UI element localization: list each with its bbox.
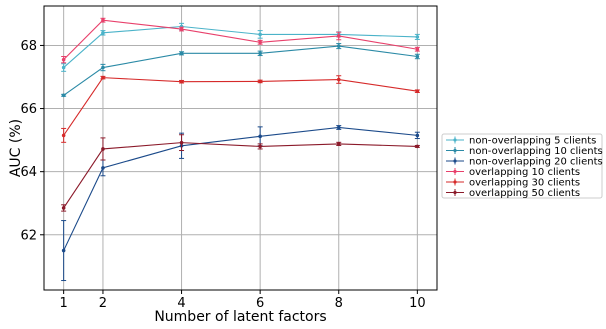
- legend-label: overlapping 50 clients: [469, 188, 580, 199]
- x-tick-label: 1: [60, 296, 68, 311]
- data-point: [415, 47, 420, 52]
- data-point: [61, 57, 66, 62]
- x-axis-label: Number of latent factors: [154, 309, 326, 325]
- series-3: [61, 125, 420, 282]
- data-point: [336, 142, 341, 146]
- data-point: [258, 51, 262, 56]
- data-point: [415, 35, 420, 39]
- series-line: [63, 45, 418, 96]
- legend-item: overlapping 10 clients: [446, 167, 580, 178]
- y-axis-label: AUC (%): [8, 119, 24, 177]
- legend-label: non-overlapping 20 clients: [469, 157, 603, 168]
- x-tick-label: 4: [177, 296, 185, 311]
- data-point: [61, 133, 66, 138]
- legend-marker: [453, 148, 457, 153]
- legend-item: non-overlapping 20 clients: [446, 157, 603, 168]
- data-point: [61, 248, 66, 253]
- legend-label: overlapping 30 clients: [469, 178, 580, 189]
- data-point: [336, 44, 341, 48]
- data-point: [61, 93, 66, 98]
- data-point: [336, 125, 341, 130]
- data-point: [101, 166, 105, 170]
- data-point: [179, 79, 184, 84]
- data-point: [336, 34, 341, 38]
- legend-item: overlapping 50 clients: [446, 188, 580, 199]
- data-point: [258, 134, 262, 139]
- data-point: [179, 27, 184, 31]
- data-point: [179, 140, 184, 145]
- data-point: [61, 65, 66, 70]
- legend-label: overlapping 10 clients: [469, 167, 580, 178]
- data-point: [415, 54, 420, 59]
- data-point: [415, 144, 420, 149]
- data-point: [61, 206, 66, 210]
- series-layer: [61, 17, 420, 282]
- series-line: [63, 126, 418, 251]
- x-tick-label: 6: [256, 296, 264, 311]
- legend-label: non-overlapping 5 clients: [469, 136, 596, 147]
- plot-frame: [43, 5, 438, 291]
- series-line: [63, 19, 418, 61]
- y-tick-label: 62: [20, 228, 37, 243]
- legend-item: overlapping 30 clients: [446, 178, 580, 189]
- legend-marker: [453, 138, 457, 142]
- series-5: [61, 75, 420, 143]
- data-point: [258, 32, 262, 37]
- data-point: [415, 89, 420, 93]
- legend-marker: [453, 180, 457, 184]
- series-4: [61, 17, 420, 64]
- legend-marker: [453, 190, 457, 195]
- data-point: [415, 133, 420, 138]
- data-point: [101, 147, 105, 151]
- data-point: [101, 18, 105, 23]
- data-point: [101, 75, 105, 80]
- data-point: [179, 51, 184, 56]
- series-line: [63, 77, 418, 136]
- data-point: [101, 65, 105, 70]
- legend: non-overlapping 5 clientsnon-overlapping…: [441, 133, 603, 199]
- series-line: [63, 142, 418, 209]
- legend-marker: [453, 159, 457, 163]
- x-tick-label: 10: [409, 296, 426, 311]
- x-tick-label: 8: [335, 296, 343, 311]
- legend-label: non-overlapping 10 clients: [469, 146, 603, 157]
- series-2: [61, 43, 420, 98]
- y-tick-label: 68: [20, 39, 37, 54]
- legend-marker: [453, 169, 457, 174]
- y-tick-label: 64: [20, 165, 37, 180]
- legend-box: [441, 133, 603, 199]
- data-point: [258, 79, 262, 84]
- legend-item: non-overlapping 5 clients: [446, 136, 596, 147]
- data-point: [258, 144, 262, 149]
- x-tick-label: 2: [99, 296, 107, 311]
- legend-item: non-overlapping 10 clients: [446, 146, 603, 157]
- data-point: [101, 31, 105, 35]
- series-line: [63, 25, 418, 68]
- y-tick-label: 66: [20, 102, 37, 117]
- series-6: [61, 134, 420, 212]
- series-1: [61, 22, 420, 72]
- data-point: [336, 77, 341, 82]
- data-point: [258, 40, 262, 45]
